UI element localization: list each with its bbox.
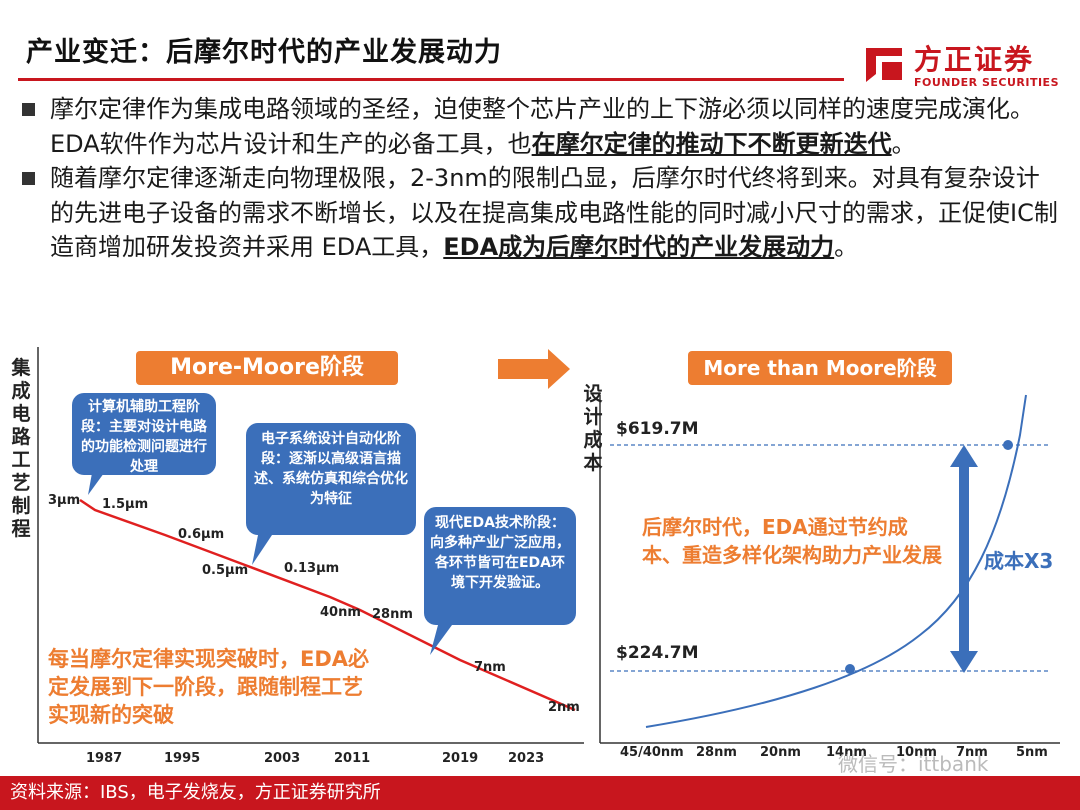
- logo-text-cn: 方正证券: [914, 43, 1035, 76]
- callout-modern-eda-stage: 现代EDA技术阶段：向多种产业广泛应用，各环节皆可在EDA环境下开发验证。: [424, 507, 576, 625]
- logo-mark-icon: [866, 48, 902, 82]
- cost-multiplier-label: 成本X3: [984, 549, 1054, 573]
- x-tick: 7nm: [956, 745, 988, 760]
- cost-curve: [645, 394, 1027, 728]
- x-tick: 2003: [264, 751, 301, 766]
- point-label: 28nm: [372, 607, 413, 622]
- bottom-cost-value: $224.7M: [616, 643, 699, 663]
- point-label: 7nm: [474, 660, 506, 675]
- bullet-square-icon: [22, 103, 35, 116]
- x-tick: 2019: [442, 751, 479, 766]
- more-moore-chart: More-Moore阶段 集成电路工艺制程 计算机辅助工程阶段：主要对设计电路的…: [0, 335, 600, 775]
- point-label: 40nm: [320, 605, 361, 620]
- more-moore-summary: 每当摩尔定律实现突破时，EDA必定发展到下一阶段，跟随制程工艺实现新的突破: [48, 647, 370, 727]
- bullet-text: 摩尔定律作为集成电路领域的圣经，迫使整个芯片产业的上下游必须以同样的速度完成演化…: [50, 95, 1034, 158]
- x-tick: 10nm: [896, 745, 937, 760]
- point-label: 0.6μm: [178, 527, 225, 542]
- down-arrow-icon: [950, 651, 978, 673]
- more-moore-label: More-Moore阶段: [136, 351, 398, 385]
- bullet-square-icon: [22, 172, 35, 185]
- bullet-list: 摩尔定律作为集成电路领域的圣经，迫使整个芯片产业的上下游必须以同样的速度完成演化…: [18, 92, 1058, 265]
- callout-tail: [88, 473, 104, 495]
- more-than-moore-chart: More than Moore阶段 设计成本 $619.7M $224.7M 后…: [580, 335, 1080, 775]
- point-label: 0.13μm: [284, 561, 340, 576]
- x-tick: 1995: [164, 751, 201, 766]
- more-than-moore-summary: 后摩尔时代，EDA通过节约成本、重造多样化架构助力产业发展: [642, 515, 942, 567]
- x-tick: 28nm: [696, 745, 737, 760]
- bullet-emphasis: 在摩尔定律的推动下不断更新迭代: [531, 129, 892, 158]
- more-than-moore-label: More than Moore阶段: [688, 351, 952, 385]
- right-chart-canvas: [599, 394, 1060, 744]
- stage-transition-arrow-icon: [498, 349, 570, 389]
- bottom-cost-point: [845, 664, 855, 674]
- point-label: 0.5μm: [202, 563, 249, 578]
- left-y-axis-label: 集成电路工艺制程: [11, 357, 31, 540]
- bullet-text-end: 。: [891, 129, 916, 158]
- up-arrow-icon: [950, 445, 978, 467]
- point-label: 3μm: [48, 493, 81, 508]
- x-tick: 20nm: [760, 745, 801, 760]
- cost-range-bar: [959, 463, 969, 655]
- bullet-text: 随着摩尔定律逐渐走向物理极限，2-3nm的限制凸显，后摩尔时代终将到来。对具有复…: [50, 164, 1058, 261]
- x-tick: 14nm: [826, 745, 867, 760]
- point-label: 1.5μm: [102, 497, 149, 512]
- x-tick: 45/40nm: [620, 745, 684, 760]
- logo-text-en: FOUNDER SECURITIES: [914, 76, 1059, 89]
- x-tick: 5nm: [1016, 745, 1048, 760]
- top-cost-point: [1003, 440, 1013, 450]
- left-chart-canvas: [37, 347, 584, 744]
- callout-tail: [430, 625, 452, 655]
- brand-logo: 方正证券 FOUNDER SECURITIES: [858, 36, 1068, 92]
- bullet-item: 随着摩尔定律逐渐走向物理极限，2-3nm的限制凸显，后摩尔时代终将到来。对具有复…: [18, 161, 1058, 265]
- page-title: 产业变迁：后摩尔时代的产业发展动力: [26, 37, 502, 68]
- right-y-axis-label: 设计成本: [583, 383, 603, 474]
- x-tick: 2011: [334, 751, 371, 766]
- title-divider: [18, 78, 844, 81]
- top-cost-value: $619.7M: [616, 419, 699, 439]
- source-footer: 资料来源：IBS，电子发烧友，方正证券研究所: [0, 776, 1080, 810]
- x-tick: 1987: [86, 751, 123, 766]
- x-tick: 2023: [508, 751, 545, 766]
- bullet-item: 摩尔定律作为集成电路领域的圣经，迫使整个芯片产业的上下游必须以同样的速度完成演化…: [18, 92, 1058, 161]
- bullet-text-end: 。: [834, 233, 859, 261]
- process-node-line: [79, 498, 576, 712]
- bullet-emphasis: EDA成为后摩尔时代的产业发展动力: [443, 233, 835, 261]
- wechat-watermark: 微信号：ittbank: [838, 752, 989, 776]
- point-label: 2nm: [548, 700, 580, 715]
- callout-cae-stage: 计算机辅助工程阶段：主要对设计电路的功能检测问题进行处理: [72, 393, 216, 475]
- callout-tail: [252, 535, 272, 565]
- callout-esda-stage: 电子系统设计自动化阶段：逐渐以高级语言描述、系统仿真和综合优化为特征: [246, 423, 416, 535]
